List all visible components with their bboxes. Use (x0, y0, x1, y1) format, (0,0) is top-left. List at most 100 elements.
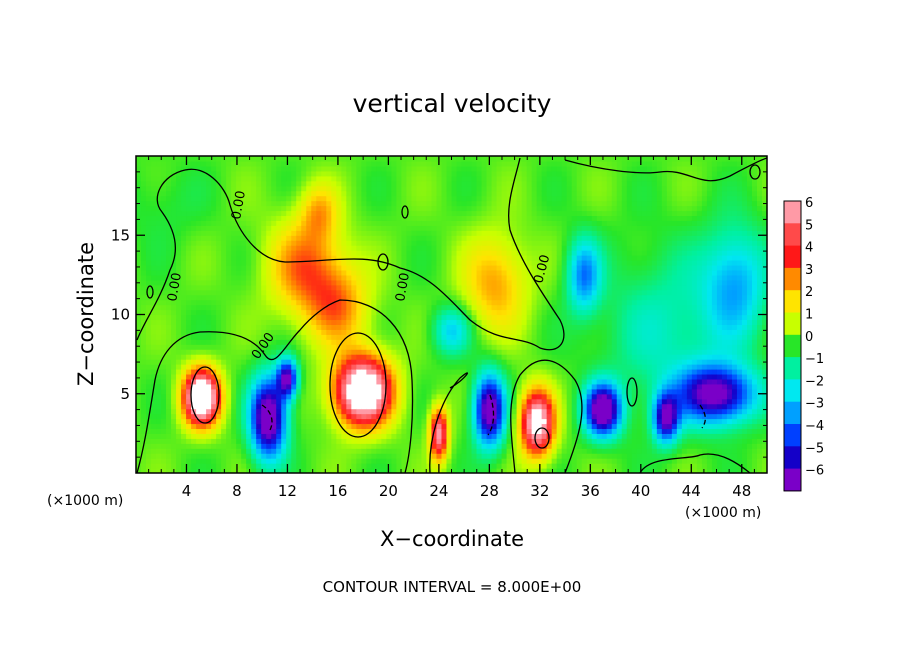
field-cell (331, 339, 337, 345)
field-cell (181, 200, 187, 207)
field-cell (336, 373, 342, 380)
field-cell (141, 368, 147, 375)
field-cell (181, 264, 187, 271)
field-cell (356, 210, 362, 217)
field-cell (321, 170, 327, 177)
field-cell (306, 329, 312, 335)
field-cell (321, 260, 327, 266)
field-cell (236, 160, 242, 167)
field-cell (341, 160, 347, 167)
field-cell (241, 309, 247, 316)
field-cell (231, 264, 237, 271)
field-cell (446, 294, 453, 301)
field-cell (266, 468, 272, 473)
field-cell (441, 180, 448, 187)
field-cell (336, 195, 342, 202)
field-cell (416, 230, 423, 236)
field-cell (386, 190, 393, 197)
field-cell (386, 388, 393, 395)
field-cell (361, 319, 367, 325)
field-cell (266, 289, 272, 296)
field-cell (411, 230, 418, 236)
field-cell (321, 448, 327, 454)
field-cell (351, 260, 357, 266)
field-cell (156, 349, 162, 355)
field-cell (136, 289, 142, 296)
field-cell (231, 324, 237, 330)
field-cell (446, 413, 453, 420)
field-cell (236, 433, 242, 439)
field-cell (461, 339, 468, 345)
field-cell (401, 458, 408, 464)
field-cell (381, 329, 387, 335)
field-cell (286, 408, 292, 415)
field-cell (191, 225, 197, 231)
field-cell (201, 185, 207, 192)
field-cell (426, 220, 433, 226)
field-cell (471, 165, 478, 172)
field-cell (221, 393, 227, 400)
field-cell (186, 453, 192, 459)
field-cell (346, 195, 352, 202)
field-cell (321, 220, 327, 226)
field-cell (421, 205, 428, 212)
field-cell (376, 170, 382, 177)
field-cell (156, 160, 162, 167)
field-cell (326, 448, 332, 454)
field-cell (496, 165, 503, 172)
field-cell (501, 200, 508, 207)
field-cell (196, 314, 202, 321)
field-cell (246, 255, 252, 261)
field-cell (446, 225, 453, 231)
field-cell (371, 423, 377, 430)
field-cell (231, 269, 237, 276)
field-cell (241, 334, 247, 340)
field-cell (456, 205, 463, 212)
field-cell (521, 398, 528, 405)
field-cell (146, 378, 152, 385)
field-cell (436, 339, 443, 345)
field-cell (251, 468, 257, 473)
field-cell (451, 344, 458, 350)
field-cell (251, 354, 257, 360)
field-cell (256, 383, 262, 390)
field-cell (301, 190, 307, 197)
field-cell (306, 195, 312, 202)
field-cell (211, 245, 217, 251)
field-cell (401, 468, 408, 473)
field-cell (281, 398, 287, 405)
field-cell (456, 210, 463, 217)
field-cell (276, 428, 282, 434)
field-cell (301, 309, 307, 316)
field-cell (306, 453, 312, 459)
field-cell (266, 364, 272, 370)
field-cell (426, 359, 433, 365)
field-cell (486, 269, 493, 276)
field-cell (351, 319, 357, 325)
field-cell (276, 398, 282, 405)
field-cell (266, 235, 272, 241)
field-cell (301, 235, 307, 241)
field-cell (136, 156, 142, 162)
field-cell (196, 364, 202, 370)
field-cell (261, 388, 267, 395)
field-cell (386, 418, 393, 425)
field-cell (291, 354, 297, 360)
field-cell (281, 388, 287, 395)
field-cell (241, 324, 247, 330)
field-cell (176, 294, 182, 301)
field-cell (436, 383, 443, 390)
field-cell (326, 304, 332, 311)
field-cell (426, 180, 433, 187)
field-cell (151, 180, 157, 187)
field-cell (196, 453, 202, 459)
field-cell (431, 284, 438, 291)
field-cell (166, 289, 172, 296)
field-cell (216, 433, 222, 439)
field-cell (336, 314, 342, 321)
field-cell (321, 408, 327, 415)
field-cell (416, 235, 423, 241)
field-cell (491, 200, 498, 207)
field-cell (391, 279, 398, 286)
field-cell (261, 210, 267, 217)
